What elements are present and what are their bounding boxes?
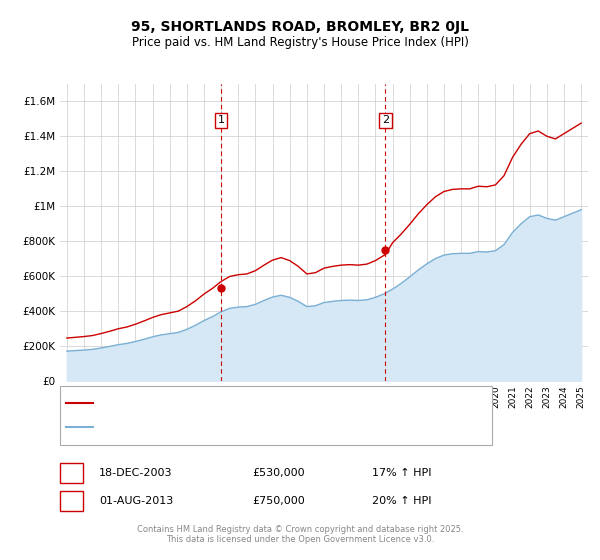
Text: £750,000: £750,000 xyxy=(252,496,305,506)
Text: £530,000: £530,000 xyxy=(252,468,305,478)
Text: 95, SHORTLANDS ROAD, BROMLEY, BR2 0JL: 95, SHORTLANDS ROAD, BROMLEY, BR2 0JL xyxy=(131,20,469,34)
Text: 1: 1 xyxy=(218,115,224,125)
Text: 2: 2 xyxy=(68,496,75,506)
Text: Price paid vs. HM Land Registry's House Price Index (HPI): Price paid vs. HM Land Registry's House … xyxy=(131,36,469,49)
Text: HPI: Average price, detached house, Bromley: HPI: Average price, detached house, Brom… xyxy=(99,422,335,432)
Text: 1: 1 xyxy=(68,468,75,478)
Text: Contains HM Land Registry data © Crown copyright and database right 2025.
This d: Contains HM Land Registry data © Crown c… xyxy=(137,525,463,544)
Text: 95, SHORTLANDS ROAD, BROMLEY, BR2 0JL (detached house): 95, SHORTLANDS ROAD, BROMLEY, BR2 0JL (d… xyxy=(99,398,421,408)
Text: 20% ↑ HPI: 20% ↑ HPI xyxy=(372,496,431,506)
Text: 01-AUG-2013: 01-AUG-2013 xyxy=(99,496,173,506)
Text: 18-DEC-2003: 18-DEC-2003 xyxy=(99,468,173,478)
Text: 2: 2 xyxy=(382,115,389,125)
Text: 17% ↑ HPI: 17% ↑ HPI xyxy=(372,468,431,478)
